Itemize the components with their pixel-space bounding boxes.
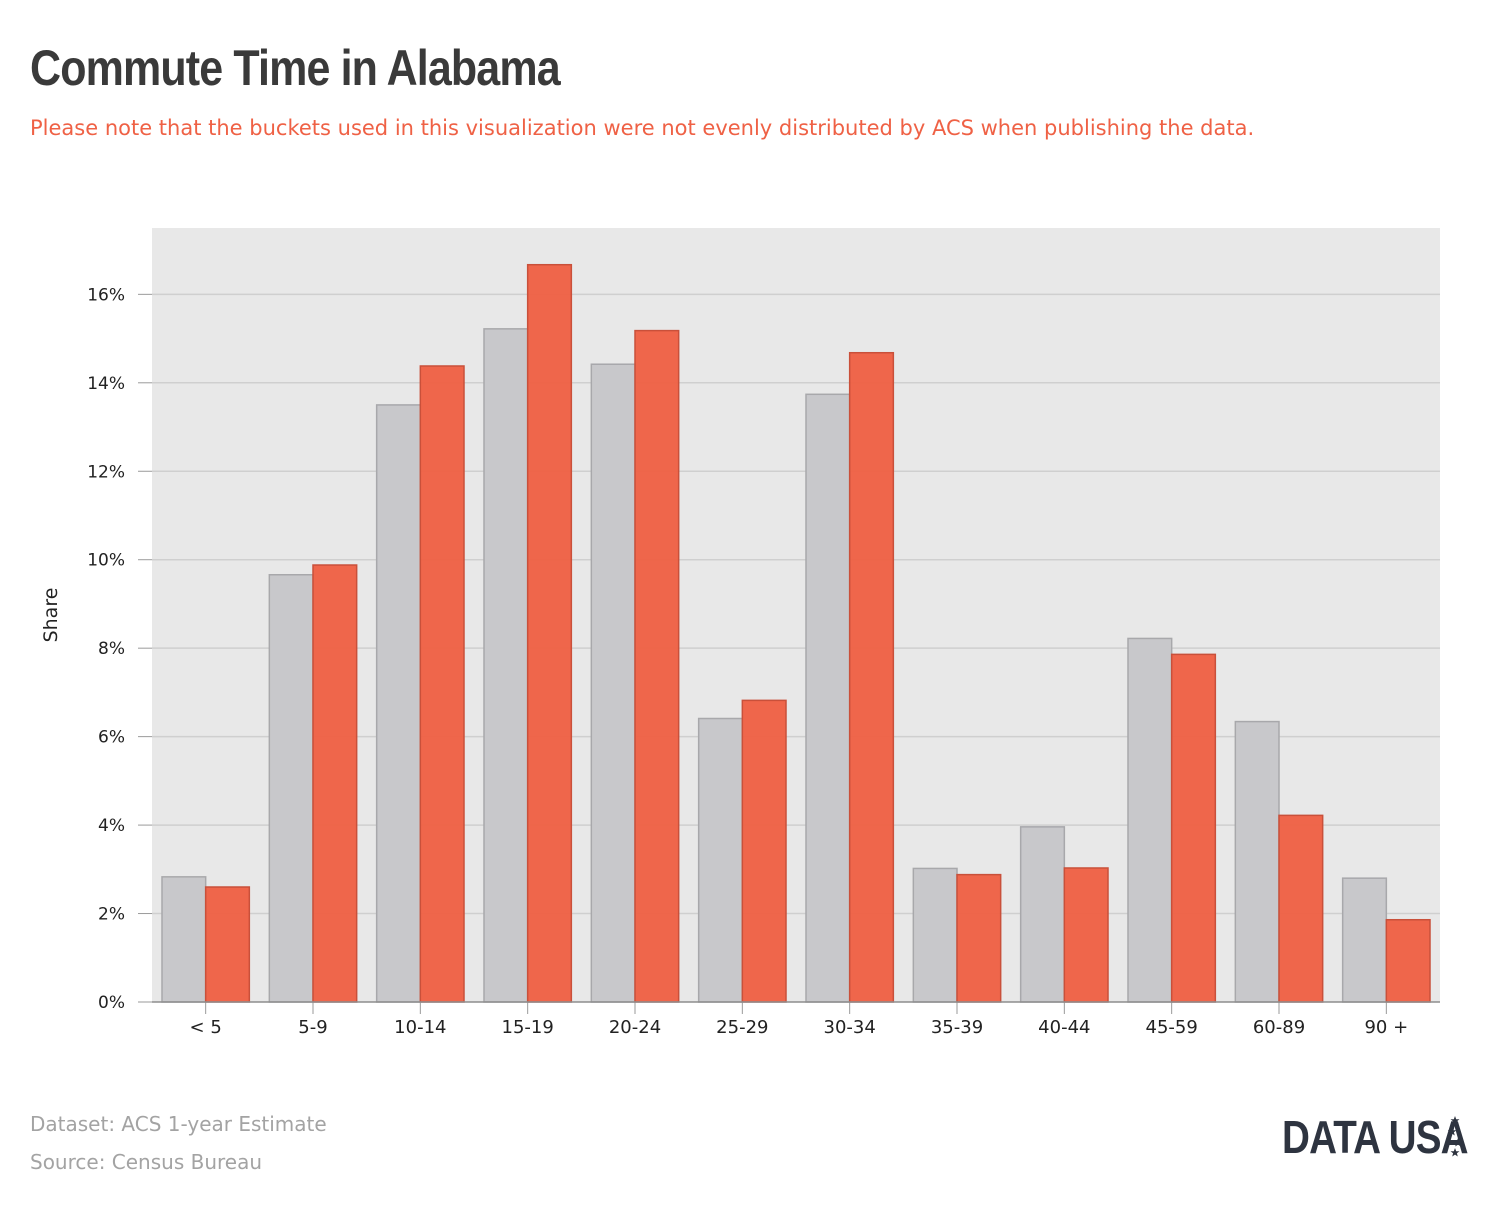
- bar-red: [956, 873, 1002, 1003]
- bar-gray: [1127, 637, 1173, 1003]
- bar-gray: [161, 876, 207, 1003]
- bar-red: [419, 365, 465, 1003]
- x-tick-label: 10-14: [394, 1017, 446, 1038]
- bar-red: [741, 699, 787, 1003]
- x-tick-label: 35-39: [931, 1017, 983, 1038]
- dataset-note: Dataset: ACS 1-year Estimate: [30, 1112, 327, 1136]
- bar-red: [1170, 653, 1217, 1003]
- plot-background: [152, 228, 1440, 1002]
- y-tick-label: 14%: [87, 374, 125, 394]
- bar-red: [204, 886, 251, 1003]
- source-note: Source: Census Bureau: [30, 1150, 263, 1174]
- y-tick-label: 6%: [98, 728, 125, 748]
- bar-red: [848, 351, 895, 1003]
- bar-red: [312, 564, 358, 1003]
- x-tick-label: 30-34: [824, 1017, 876, 1038]
- y-tick-label: 8%: [98, 639, 125, 659]
- bar-gray: [375, 404, 422, 1003]
- bar-gray: [1341, 877, 1388, 1003]
- bar-gray: [590, 363, 636, 1003]
- bar-gray: [483, 328, 529, 1003]
- bar-red: [634, 329, 680, 1003]
- x-tick-label: 20-24: [609, 1017, 661, 1038]
- bar-red: [1385, 918, 1431, 1003]
- chart-title: Commute Time in Alabama: [30, 40, 561, 96]
- bar-gray: [1234, 720, 1280, 1003]
- x-tick-label: 25-29: [716, 1017, 768, 1038]
- bar-red: [526, 263, 573, 1003]
- y-tick-label: 0%: [98, 993, 125, 1013]
- chart-subtitle: Please note that the buckets used in thi…: [30, 116, 1255, 140]
- x-tick-label: < 5: [190, 1017, 222, 1038]
- bar-gray: [805, 393, 851, 1003]
- x-tick-label: 40-44: [1038, 1017, 1090, 1038]
- datausa-logo[interactable]: DATA USA: [1282, 1111, 1469, 1163]
- x-tick-label: 15-19: [502, 1017, 554, 1038]
- bar-red: [1063, 867, 1109, 1003]
- y-tick-label: 12%: [87, 462, 125, 482]
- bar-gray: [912, 867, 958, 1003]
- x-tick-label: 60-89: [1253, 1017, 1305, 1038]
- bar-gray: [1019, 826, 1066, 1003]
- bar-gray: [268, 574, 314, 1003]
- x-tick-label: 90 +: [1364, 1017, 1408, 1038]
- bar-red: [1278, 814, 1324, 1003]
- x-tick-label: 45-59: [1146, 1017, 1198, 1038]
- y-tick-label: 4%: [98, 816, 125, 836]
- y-tick-label: 16%: [87, 285, 125, 305]
- stars-icon: [1448, 1116, 1462, 1157]
- logo-text: DATA USA: [1282, 1111, 1469, 1163]
- x-tick-label: 5-9: [298, 1017, 327, 1038]
- bar-gray: [697, 717, 744, 1003]
- y-axis-label: Share: [40, 588, 62, 643]
- y-tick-label: 10%: [87, 551, 125, 571]
- y-tick-label: 2%: [98, 905, 125, 925]
